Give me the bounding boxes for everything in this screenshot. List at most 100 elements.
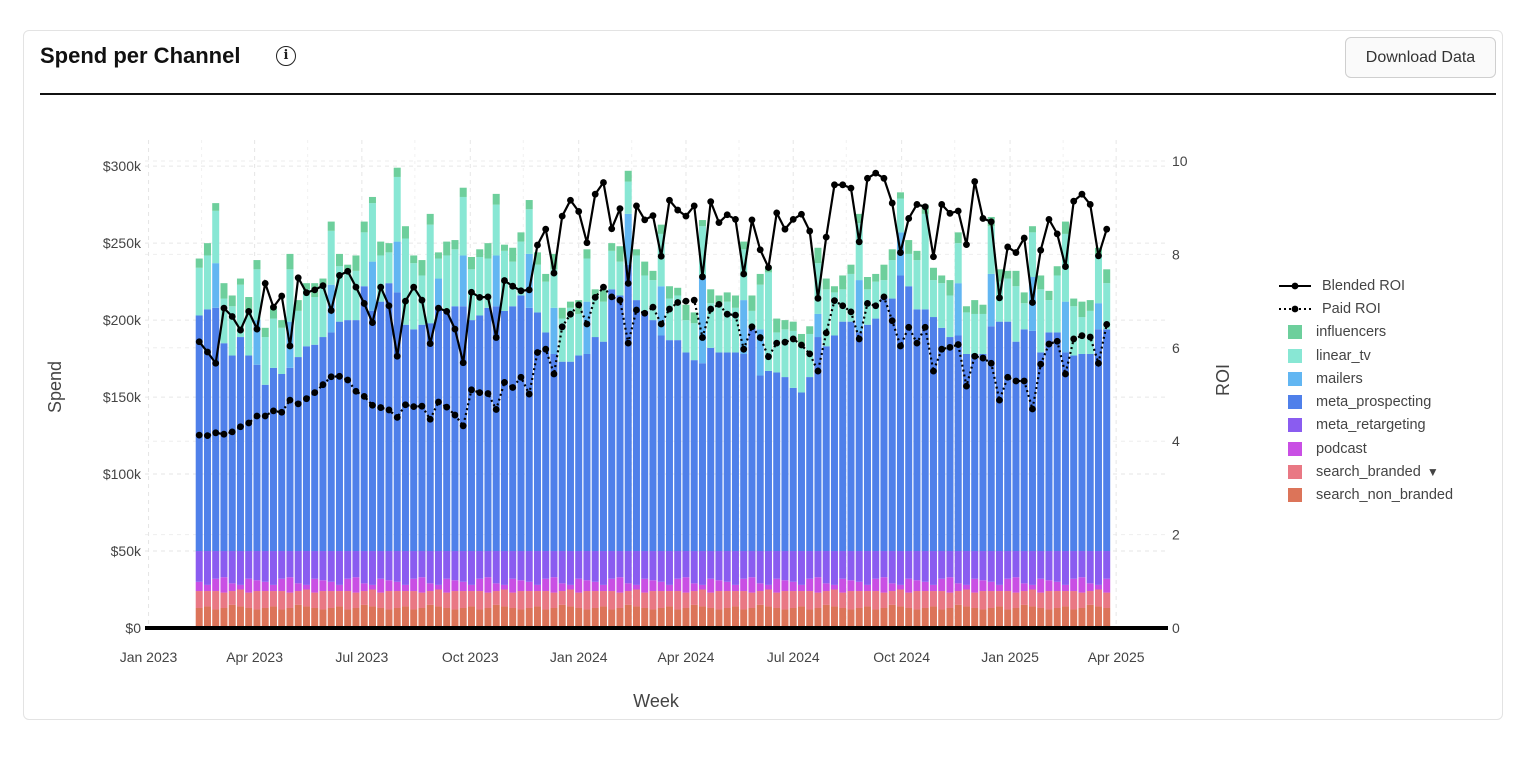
bar-influencers[interactable] — [872, 273, 880, 282]
bar-podcast[interactable] — [938, 578, 946, 592]
bar-influencers[interactable] — [995, 269, 1003, 282]
bar-meta_prospecting[interactable] — [789, 387, 797, 552]
bar-search_branded[interactable] — [608, 591, 616, 610]
bar-linear_tv[interactable] — [327, 230, 335, 285]
roi-point[interactable] — [872, 302, 880, 310]
roi-point[interactable] — [963, 382, 970, 390]
bar-podcast[interactable] — [764, 584, 772, 590]
bar-search_branded[interactable] — [1045, 591, 1053, 610]
bar-podcast[interactable] — [929, 584, 937, 592]
bar-search_branded[interactable] — [1070, 591, 1078, 610]
bar-influencers[interactable] — [533, 252, 541, 265]
bar-search_branded[interactable] — [533, 591, 541, 607]
bar-meta_prospecting[interactable] — [1078, 353, 1086, 552]
bar-meta_prospecting[interactable] — [344, 320, 352, 552]
bar-meta_retargeting[interactable] — [748, 551, 756, 578]
bar-linear_tv[interactable] — [278, 327, 286, 374]
bar-influencers[interactable] — [789, 321, 797, 331]
roi-point[interactable] — [459, 422, 467, 430]
roi-point[interactable] — [393, 352, 401, 360]
roi-point[interactable] — [839, 181, 847, 189]
bar-search_branded[interactable] — [599, 591, 607, 607]
bar-search_non_branded[interactable] — [393, 607, 401, 628]
roi-point[interactable] — [748, 323, 756, 331]
bar-search_non_branded[interactable] — [938, 609, 946, 628]
bar-meta_retargeting[interactable] — [847, 551, 855, 581]
bar-meta_prospecting[interactable] — [1086, 353, 1094, 552]
bar-podcast[interactable] — [294, 583, 302, 592]
bar-search_non_branded[interactable] — [632, 606, 640, 628]
bar-mailers[interactable] — [212, 263, 220, 308]
bar-linear_tv[interactable] — [632, 255, 640, 301]
bar-podcast[interactable] — [962, 584, 970, 590]
bar-podcast[interactable] — [467, 584, 475, 592]
bar-search_non_branded[interactable] — [426, 604, 434, 628]
bar-meta_retargeting[interactable] — [913, 551, 921, 581]
bar-meta_retargeting[interactable] — [657, 551, 665, 582]
bar-meta_retargeting[interactable] — [509, 551, 517, 579]
bar-meta_prospecting[interactable] — [377, 301, 385, 552]
bar-influencers[interactable] — [492, 193, 500, 205]
bar-meta_prospecting[interactable] — [649, 320, 657, 552]
bar-podcast[interactable] — [352, 577, 360, 593]
bar-search_non_branded[interactable] — [344, 609, 352, 628]
bar-meta_prospecting[interactable] — [863, 324, 871, 552]
bar-search_branded[interactable] — [401, 591, 409, 607]
roi-point[interactable] — [558, 212, 566, 220]
bar-meta_prospecting[interactable] — [525, 307, 533, 552]
bar-search_branded[interactable] — [558, 591, 566, 605]
bar-search_branded[interactable] — [888, 591, 896, 605]
bar-meta_retargeting[interactable] — [467, 551, 475, 585]
bar-podcast[interactable] — [426, 583, 434, 592]
bar-meta_prospecting[interactable] — [1094, 329, 1102, 552]
bar-meta_retargeting[interactable] — [525, 551, 533, 582]
bar-linear_tv[interactable] — [616, 261, 624, 296]
bar-search_non_branded[interactable] — [781, 609, 789, 628]
roi-point[interactable] — [715, 300, 723, 308]
bar-meta_retargeting[interactable] — [500, 551, 508, 585]
bar-meta_prospecting[interactable] — [1020, 329, 1028, 552]
bar-podcast[interactable] — [492, 583, 500, 592]
bar-linear_tv[interactable] — [690, 323, 698, 361]
bar-search_non_branded[interactable] — [1028, 606, 1036, 628]
roi-point[interactable] — [501, 378, 508, 386]
bar-search_non_branded[interactable] — [905, 607, 913, 628]
bar-influencers[interactable] — [641, 261, 649, 276]
bar-linear_tv[interactable] — [1070, 306, 1078, 356]
bar-linear_tv[interactable] — [896, 198, 904, 233]
roi-point[interactable] — [212, 429, 220, 437]
roi-point[interactable] — [1062, 370, 1069, 378]
bar-mailers[interactable] — [624, 213, 632, 265]
bar-mailers[interactable] — [657, 286, 665, 336]
bar-meta_prospecting[interactable] — [987, 326, 995, 552]
bar-influencers[interactable] — [401, 226, 409, 239]
bar-meta_prospecting[interactable] — [797, 392, 805, 552]
bar-linear_tv[interactable] — [591, 298, 599, 338]
roi-point[interactable] — [1095, 359, 1102, 367]
roi-point[interactable] — [542, 225, 550, 233]
bar-meta_retargeting[interactable] — [278, 551, 286, 579]
bar-meta_retargeting[interactable] — [1103, 551, 1111, 579]
bar-linear_tv[interactable] — [360, 232, 368, 287]
bar-search_branded[interactable] — [632, 589, 640, 607]
bar-search_branded[interactable] — [1037, 592, 1045, 608]
bar-podcast[interactable] — [1103, 578, 1111, 593]
roi-point[interactable] — [938, 345, 946, 353]
bar-influencers[interactable] — [748, 295, 756, 311]
bar-meta_prospecting[interactable] — [228, 355, 236, 552]
bar-influencers[interactable] — [253, 260, 261, 270]
bar-linear_tv[interactable] — [525, 209, 533, 254]
roi-point[interactable] — [220, 430, 228, 438]
bar-linear_tv[interactable] — [872, 281, 880, 319]
roi-point[interactable] — [1070, 197, 1078, 205]
bar-search_non_branded[interactable] — [245, 607, 253, 628]
bar-meta_prospecting[interactable] — [385, 283, 393, 552]
bar-meta_prospecting[interactable] — [740, 353, 748, 552]
roi-point[interactable] — [954, 207, 962, 215]
bar-linear_tv[interactable] — [393, 176, 401, 242]
bar-podcast[interactable] — [1070, 578, 1078, 592]
bar-search_branded[interactable] — [1086, 591, 1094, 605]
bar-meta_retargeting[interactable] — [971, 551, 979, 579]
roi-point[interactable] — [228, 313, 236, 320]
bar-mailers[interactable] — [814, 313, 822, 338]
